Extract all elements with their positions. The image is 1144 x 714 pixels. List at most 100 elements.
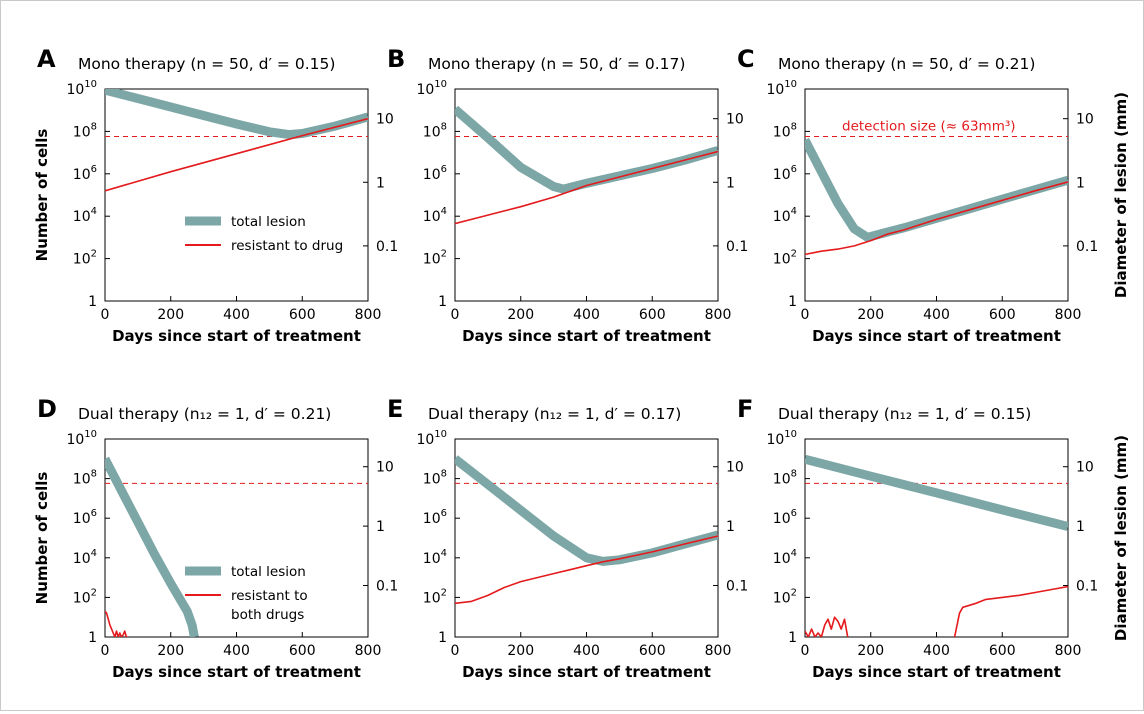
y-tick-base: 10 (423, 551, 441, 567)
panel-title: Mono therapy (n = 50, d′ = 0.17) (428, 55, 685, 73)
y-tick-base: 10 (773, 124, 791, 140)
legend-label: both drugs (231, 607, 304, 623)
y-tick-base: 10 (73, 472, 91, 488)
panel-title: Dual therapy (n₁₂ = 1, d′ = 0.17) (428, 405, 681, 423)
right-tick-label: 1 (726, 175, 735, 191)
y-tick-base: 10 (73, 252, 91, 268)
y-axis-label: Number of cells (33, 472, 51, 605)
y-tick-exponent: 10 (434, 79, 447, 90)
right-axis-label: Diameter of lesion (mm) (1112, 92, 1130, 298)
x-tick-label: 400 (573, 307, 600, 323)
y-tick-base: 1 (438, 630, 447, 646)
x-tick-label: 800 (355, 643, 382, 659)
y-tick-base: 10 (773, 209, 791, 225)
x-tick-label: 200 (157, 307, 184, 323)
x-tick-label: 600 (289, 307, 316, 323)
panel-label: C (737, 45, 755, 73)
right-tick-label: 0.1 (1076, 239, 1098, 255)
y-tick-label: 102 (423, 249, 447, 268)
y-tick-exponent: 6 (441, 508, 447, 519)
panel-label: B (387, 45, 405, 73)
x-tick-label: 0 (451, 643, 460, 659)
panel-e: E Dual therapy (n₁₂ = 1, d′ = 0.17)101010… (387, 395, 748, 681)
y-tick-base: 10 (73, 209, 91, 225)
x-axis-label: Days since start of treatment (112, 327, 361, 345)
panel-title: Dual therapy (n₁₂ = 1, d′ = 0.15) (778, 405, 1031, 423)
legend-label: resistant to (231, 588, 308, 604)
y-tick-exponent: 8 (91, 121, 97, 132)
y-tick-exponent: 8 (791, 121, 797, 132)
x-tick-label: 400 (223, 307, 250, 323)
panel-label: A (37, 45, 56, 73)
x-tick-label: 600 (989, 307, 1016, 323)
y-tick-label: 108 (73, 469, 97, 488)
x-tick-label: 0 (801, 643, 810, 659)
y-tick-label: 106 (773, 164, 797, 183)
y-tick-exponent: 8 (791, 469, 797, 480)
y-tick-exponent: 4 (791, 206, 797, 217)
panel-title: Mono therapy (n = 50, d′ = 0.21) (778, 55, 1035, 73)
y-tick-exponent: 2 (441, 249, 447, 260)
y-tick-exponent: 6 (91, 164, 97, 175)
x-axis-label: Days since start of treatment (462, 663, 711, 681)
y-tick-label: 108 (73, 121, 97, 140)
right-tick-label: 0.1 (726, 579, 748, 595)
y-tick-base: 1 (788, 630, 797, 646)
y-tick-base: 10 (73, 167, 91, 183)
series-total-lesion (105, 456, 199, 637)
y-tick-base: 1 (438, 294, 447, 310)
y-tick-base: 10 (66, 82, 84, 98)
x-tick-label: 0 (101, 643, 110, 659)
panel-title: Dual therapy (n₁₂ = 1, d′ = 0.21) (78, 405, 331, 423)
series-total-lesion (105, 89, 368, 140)
right-tick-label: 10 (726, 112, 744, 128)
panel-d: D Dual therapy (n₁₂ = 1, d′ = 0.21)101010… (33, 395, 398, 681)
right-tick-label: 1 (726, 519, 735, 535)
x-tick-label: 400 (223, 643, 250, 659)
y-tick-base: 1 (88, 630, 97, 646)
legend-label: total lesion (231, 214, 306, 230)
y-tick-base: 10 (773, 590, 791, 606)
y-tick-label: 1 (788, 294, 797, 310)
y-tick-label: 106 (773, 508, 797, 527)
series-resistant (805, 181, 1068, 256)
y-tick-label: 104 (73, 206, 97, 225)
x-tick-label: 800 (355, 307, 382, 323)
y-tick-label: 108 (773, 469, 797, 488)
y-tick-base: 10 (423, 590, 441, 606)
x-axis-label: Days since start of treatment (812, 327, 1061, 345)
right-axis-label: Diameter of lesion (mm) (1112, 435, 1130, 641)
y-tick-base: 10 (773, 511, 791, 527)
y-axis-label: Number of cells (33, 129, 51, 262)
y-tick-label: 1010 (66, 429, 97, 448)
x-tick-label: 600 (639, 643, 666, 659)
plot-area (454, 438, 719, 638)
y-tick-exponent: 2 (441, 587, 447, 598)
y-tick-base: 10 (73, 551, 91, 567)
panel-title: Mono therapy (n = 50, d′ = 0.15) (78, 55, 335, 73)
y-tick-base: 10 (773, 252, 791, 268)
y-tick-exponent: 8 (441, 121, 447, 132)
y-tick-base: 10 (73, 511, 91, 527)
plot-area (454, 88, 719, 302)
series-total-lesion (455, 105, 718, 194)
y-tick-base: 10 (73, 124, 91, 140)
y-tick-exponent: 10 (434, 429, 447, 440)
x-tick-label: 800 (1055, 307, 1082, 323)
panel-label: D (37, 395, 57, 423)
y-tick-label: 108 (773, 121, 797, 140)
right-tick-label: 1 (376, 519, 385, 535)
panel-f: F Dual therapy (n₁₂ = 1, d′ = 0.15)101010… (737, 395, 1130, 681)
y-tick-label: 1010 (766, 79, 797, 98)
y-tick-label: 102 (423, 587, 447, 606)
y-tick-label: 102 (773, 249, 797, 268)
y-tick-label: 104 (773, 206, 797, 225)
y-tick-base: 10 (773, 472, 791, 488)
y-tick-label: 102 (73, 249, 97, 268)
right-tick-label: 0.1 (376, 239, 398, 255)
series-resistant (455, 535, 718, 605)
y-tick-base: 10 (416, 82, 434, 98)
x-tick-label: 800 (705, 643, 732, 659)
y-tick-label: 102 (773, 587, 797, 606)
